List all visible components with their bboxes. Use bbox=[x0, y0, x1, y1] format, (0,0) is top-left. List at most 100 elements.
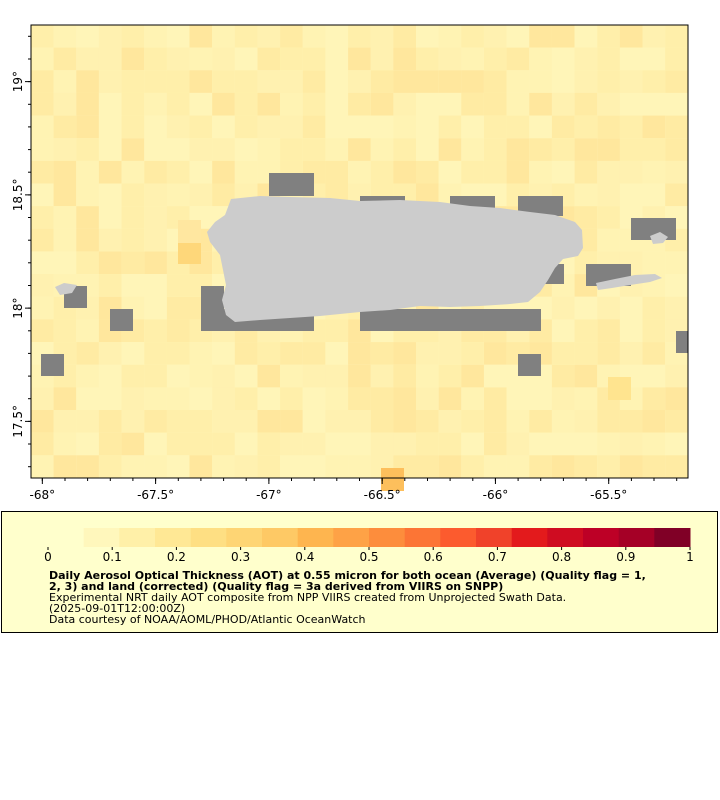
colorbar-tick-label: 0.4 bbox=[295, 550, 314, 564]
aot-cell bbox=[144, 364, 167, 388]
aot-cell bbox=[257, 410, 281, 433]
legend-description: Experimental NRT daily AOT composite fro… bbox=[49, 591, 567, 604]
aot-cell bbox=[484, 92, 507, 116]
aot-cell bbox=[234, 70, 258, 93]
aot-cell bbox=[642, 92, 666, 116]
colorbar-swatch bbox=[297, 528, 334, 547]
aot-cell bbox=[597, 115, 620, 139]
aot-cell bbox=[529, 115, 552, 139]
aot-cell bbox=[31, 296, 54, 320]
aot-cell bbox=[189, 364, 213, 388]
aot-cell bbox=[416, 160, 439, 184]
aot-cell bbox=[234, 25, 258, 48]
aot-cell bbox=[597, 342, 620, 365]
aot-cell bbox=[302, 47, 326, 71]
aot-cell bbox=[280, 47, 303, 71]
aot-cell bbox=[416, 364, 439, 388]
aot-cell bbox=[189, 160, 213, 184]
aot-cell bbox=[98, 364, 122, 388]
aot-cell bbox=[348, 432, 371, 456]
aot-cell bbox=[484, 160, 507, 184]
aot-cell bbox=[461, 387, 484, 410]
colorbar-swatch bbox=[119, 528, 156, 547]
aot-cell bbox=[665, 47, 688, 71]
aot-cell bbox=[348, 47, 371, 71]
aot-cell bbox=[642, 296, 666, 320]
puerto-rico-landmass bbox=[207, 196, 583, 322]
aot-cell bbox=[76, 25, 99, 48]
aot-cell bbox=[642, 47, 666, 71]
aot-cell bbox=[619, 138, 643, 161]
aot-cell bbox=[665, 387, 688, 410]
aot-cell bbox=[31, 92, 54, 116]
aot-cell bbox=[484, 70, 507, 93]
aot-cell bbox=[166, 115, 190, 139]
aot-cell bbox=[302, 115, 326, 139]
aot-cell bbox=[144, 92, 167, 116]
aot-cell bbox=[642, 160, 666, 184]
aot-cell bbox=[280, 70, 303, 93]
aot-cell bbox=[597, 455, 620, 478]
aot-cell bbox=[302, 70, 326, 93]
aot-cell bbox=[551, 47, 575, 71]
aot-cell bbox=[98, 206, 122, 229]
aot-cell bbox=[597, 160, 620, 184]
aot-cell bbox=[302, 92, 326, 116]
aot-cell bbox=[31, 455, 54, 478]
aot-cell bbox=[189, 115, 213, 139]
aot-cell bbox=[53, 251, 77, 275]
aot-cell bbox=[665, 115, 688, 139]
aot-cell bbox=[257, 115, 281, 139]
aot-cell bbox=[438, 432, 462, 456]
aot-cell bbox=[506, 92, 530, 116]
legend-title-line2: 2, 3) and land (corrected) (Quality flag… bbox=[49, 580, 504, 593]
aot-cell bbox=[348, 70, 371, 93]
aot-cell bbox=[529, 92, 552, 116]
aot-cell bbox=[144, 319, 167, 342]
aot-cell bbox=[98, 410, 122, 433]
aot-cell bbox=[325, 432, 348, 456]
aot-cell bbox=[121, 410, 145, 433]
aot-cell bbox=[121, 206, 145, 229]
aot-cell bbox=[189, 138, 213, 161]
aot-cell bbox=[574, 364, 598, 388]
aot-cell bbox=[642, 25, 666, 48]
aot-cell bbox=[166, 92, 190, 116]
aot-cell bbox=[574, 115, 598, 139]
aot-cell bbox=[212, 364, 235, 388]
aot-cell bbox=[551, 364, 575, 388]
aot-cell bbox=[234, 455, 258, 478]
missing-cell bbox=[269, 173, 314, 196]
lat-tick-label: 19° bbox=[11, 71, 25, 92]
aot-cell bbox=[574, 387, 598, 410]
aot-cell bbox=[76, 387, 99, 410]
aot-cell bbox=[234, 92, 258, 116]
aot-cell bbox=[212, 410, 235, 433]
aot-cell bbox=[551, 296, 575, 320]
aot-cell bbox=[144, 47, 167, 71]
aot-cell bbox=[144, 160, 167, 184]
aot-cell bbox=[31, 47, 54, 71]
aot-cell bbox=[302, 25, 326, 48]
aot-cell bbox=[665, 410, 688, 433]
aot-cell bbox=[551, 70, 575, 93]
aot-cell bbox=[529, 410, 552, 433]
aot-cell bbox=[484, 47, 507, 71]
aot-cell bbox=[144, 183, 167, 207]
legend-panel: 0 0.1 0.2 0.3 0.4 0.5 0.6 0.7 0.8 0.9 1 Daily Aero… bbox=[1, 511, 718, 633]
aot-cell bbox=[574, 47, 598, 71]
aot-cell bbox=[348, 25, 371, 48]
aot-cell bbox=[98, 228, 122, 252]
aot-cell bbox=[166, 274, 190, 297]
aot-cell bbox=[348, 138, 371, 161]
aot-cell bbox=[212, 432, 235, 456]
aot-cell bbox=[325, 160, 348, 184]
aot-cell bbox=[619, 160, 643, 184]
aot-cell bbox=[302, 342, 326, 365]
aot-cell bbox=[280, 342, 303, 365]
aot-cell bbox=[53, 387, 77, 410]
aot-cell bbox=[98, 251, 122, 275]
colorbar-tick-label: 0.6 bbox=[424, 550, 443, 564]
aot-cell bbox=[189, 432, 213, 456]
aot-cell bbox=[76, 70, 99, 93]
